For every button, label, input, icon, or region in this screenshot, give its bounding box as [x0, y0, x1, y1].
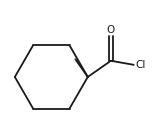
Text: Cl: Cl — [135, 60, 145, 70]
Text: O: O — [107, 25, 115, 35]
